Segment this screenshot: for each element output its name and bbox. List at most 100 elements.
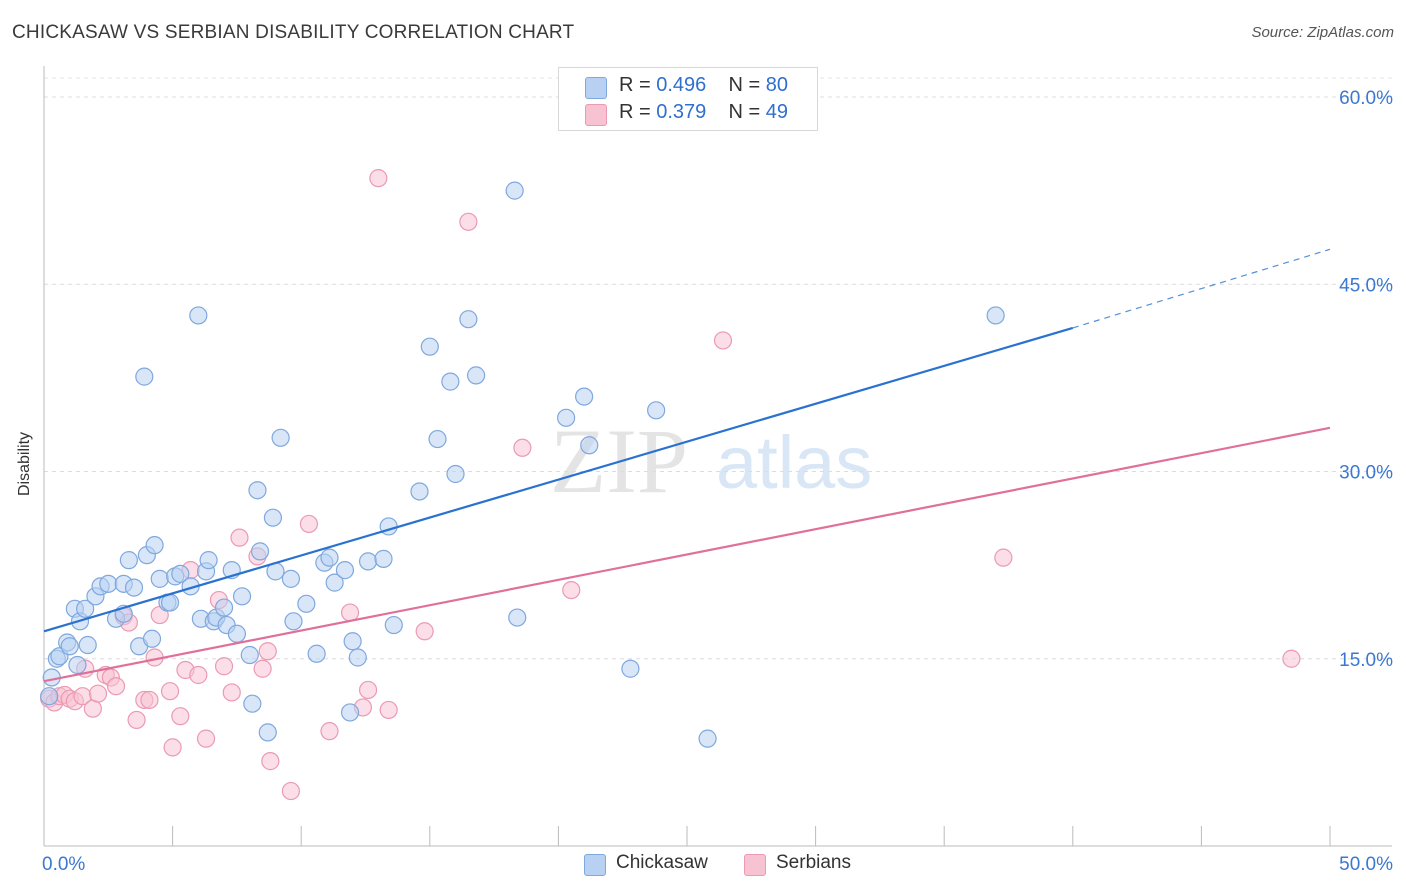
source-credit: Source: ZipAtlas.com [1251, 24, 1394, 41]
data-point [171, 564, 190, 583]
data-point [189, 306, 208, 325]
data-point [575, 387, 594, 406]
data-point [271, 428, 290, 447]
legend-n-value-serbians: 49 [765, 101, 789, 123]
data-point [459, 310, 478, 329]
data-point [698, 729, 717, 748]
legend-r-label: R = [619, 101, 651, 123]
data-point [261, 752, 280, 771]
data-point [263, 508, 283, 527]
data-point [230, 528, 249, 547]
data-point [243, 694, 262, 713]
data-point [163, 738, 182, 757]
data-point [505, 181, 524, 200]
data-point [446, 464, 465, 484]
data-point [343, 632, 362, 651]
data-point [258, 723, 277, 742]
data-point [240, 645, 259, 665]
data-point [297, 594, 316, 613]
watermark-atlas: atlas [716, 421, 872, 504]
data-point [284, 612, 303, 631]
chickasaw-points [40, 181, 1005, 748]
serbians-swatch [585, 104, 607, 126]
serbians-swatch [744, 854, 766, 876]
data-point [196, 729, 216, 748]
data-point [135, 367, 154, 386]
data-point [340, 703, 360, 722]
data-point [320, 722, 339, 741]
data-point [320, 548, 339, 567]
data-point [508, 608, 527, 627]
data-point [227, 624, 246, 643]
data-point [299, 514, 319, 534]
data-point [384, 615, 403, 635]
chickasaw-swatch [585, 77, 607, 99]
data-point [145, 536, 164, 555]
data-point [199, 551, 218, 570]
data-point [1282, 649, 1301, 668]
chart-title: CHICKASAW VS SERBIAN DISABILITY CORRELAT… [12, 22, 575, 43]
data-point [557, 408, 576, 427]
data-point [40, 687, 59, 706]
data-point [428, 429, 447, 449]
data-point [106, 677, 126, 696]
data-point [189, 665, 208, 685]
data-point [140, 690, 159, 710]
data-point [258, 642, 277, 661]
axes [43, 66, 1392, 847]
data-point [358, 552, 378, 571]
data-point [124, 578, 144, 597]
legend-n-label: N = [728, 101, 761, 123]
data-point [248, 481, 267, 500]
watermark: ZIP atlas [550, 410, 872, 512]
data-point [369, 169, 388, 188]
data-point [127, 710, 146, 730]
chickasaw-trendline [43, 326, 1074, 633]
chickasaw-trendline-extension [1072, 248, 1331, 329]
data-point [281, 781, 301, 801]
series-name-serbians: Serbians [776, 852, 851, 873]
legend-r-value-serbians: 0.379 [656, 101, 707, 123]
data-point [171, 707, 190, 726]
y-tick-label: 60.0% [1339, 88, 1393, 109]
data-point [466, 366, 486, 385]
data-point [160, 682, 180, 701]
data-point [88, 684, 108, 703]
data-point [99, 574, 118, 593]
data-point [214, 657, 234, 676]
data-point [713, 331, 733, 350]
trendlines [43, 248, 1331, 683]
data-point [994, 548, 1013, 567]
series-legend: Chickasaw Serbians [0, 852, 1406, 878]
data-point [119, 551, 138, 570]
serbians-points [40, 169, 1301, 801]
legend-n-label: N = [728, 74, 761, 96]
data-point [142, 629, 162, 648]
data-point [232, 587, 252, 606]
data-point [335, 561, 355, 580]
data-point [348, 648, 367, 667]
data-point [340, 603, 360, 622]
data-point [580, 436, 599, 455]
data-point [281, 569, 301, 588]
y-tick-label: 30.0% [1339, 463, 1393, 484]
data-point [459, 212, 478, 231]
data-point [214, 598, 234, 617]
data-point [358, 680, 378, 700]
y-tick-label: 15.0% [1339, 650, 1393, 671]
data-point [410, 482, 429, 501]
data-point [68, 655, 87, 675]
tick-labels: 15.0% 30.0% 45.0% 60.0% 0.0% 50.0% [42, 88, 1393, 875]
data-point [415, 622, 434, 641]
x-tick-label: 50.0% [1339, 854, 1393, 875]
data-point [150, 569, 169, 588]
series-name-chickasaw: Chickasaw [616, 852, 708, 873]
data-point [253, 659, 272, 678]
data-point [307, 644, 326, 663]
data-point [986, 306, 1005, 325]
data-point [76, 599, 95, 618]
data-point [621, 659, 640, 678]
chickasaw-swatch [584, 854, 606, 876]
data-point [513, 438, 532, 457]
data-point [562, 580, 581, 600]
